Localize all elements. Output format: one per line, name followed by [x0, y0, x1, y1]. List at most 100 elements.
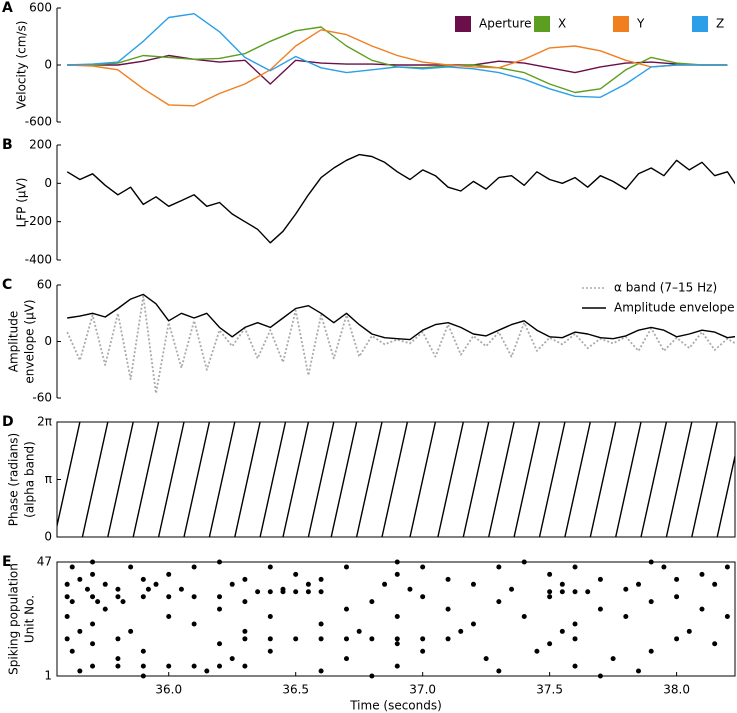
spike-dot — [64, 594, 70, 600]
spike-dot — [547, 594, 553, 600]
spike-dot — [610, 656, 616, 662]
spike-dot — [229, 656, 235, 662]
spike-dot — [661, 564, 667, 570]
spike-dot — [343, 606, 349, 612]
y-tick-label: 200 — [29, 138, 52, 152]
spike-dot — [572, 589, 578, 595]
spike-dot — [724, 564, 730, 570]
spike-dot — [191, 663, 197, 669]
spike-dot — [394, 663, 400, 669]
spike-dot — [547, 589, 553, 595]
legend-swatch — [455, 16, 471, 32]
spike-dot — [496, 668, 502, 674]
legend-label: Aperture — [479, 17, 532, 31]
plot-frame — [56, 561, 736, 677]
spike-dot — [95, 599, 101, 605]
spike-dot — [84, 586, 90, 592]
legend-swatch — [613, 16, 629, 32]
spike-dot — [699, 606, 705, 612]
spike-dot — [140, 576, 146, 582]
spike-dot — [145, 586, 151, 592]
spike-dot — [483, 656, 489, 662]
spike-dot — [597, 673, 603, 679]
spike-dot — [140, 673, 146, 679]
spike-dot — [318, 636, 324, 642]
spike-dot — [102, 606, 108, 612]
spike-dot — [90, 594, 96, 600]
spike-dot — [572, 564, 578, 570]
spike-dot — [521, 614, 527, 620]
spike-dot — [242, 628, 248, 634]
spike-dot — [90, 641, 96, 647]
spike-dot — [343, 656, 349, 662]
spike-dot — [420, 594, 426, 600]
spike-dot — [445, 576, 451, 582]
spike-dot — [128, 628, 134, 634]
spike-dot — [166, 663, 172, 669]
spike-dot — [90, 559, 96, 565]
spike-dot — [217, 606, 223, 612]
spike-dot — [534, 648, 540, 654]
spike-dot — [115, 586, 121, 592]
spike-dot — [394, 614, 400, 620]
spike-dot — [191, 594, 197, 600]
spike-dot — [293, 589, 299, 595]
spike-dot — [242, 663, 248, 669]
y-tick-label: 0 — [44, 176, 52, 190]
spike-dot — [636, 581, 642, 587]
y-tick-label: 0 — [44, 58, 52, 72]
data-line — [66, 153, 735, 244]
spike-dot — [115, 636, 121, 642]
data-line — [67, 293, 735, 341]
spike-dot — [547, 641, 553, 647]
spike-dot — [153, 581, 159, 587]
spike-dot — [280, 589, 286, 595]
spike-dot — [369, 636, 375, 642]
x-tick-label: 38.0 — [663, 683, 690, 697]
y-tick-label: 2π — [37, 415, 52, 429]
spike-dot — [458, 628, 464, 634]
spike-dot — [77, 668, 83, 674]
spike-dot — [559, 581, 565, 587]
panel-label: C — [2, 277, 12, 293]
spike-dot — [369, 599, 375, 605]
spike-dot — [69, 564, 75, 570]
panel-label: E — [2, 554, 12, 570]
spike-dot — [674, 594, 680, 600]
spike-dot — [382, 581, 388, 587]
spike-dot — [217, 641, 223, 647]
spike-dot — [90, 621, 96, 627]
plot-frame — [56, 421, 736, 538]
data-line — [67, 54, 728, 85]
spike-dot — [648, 559, 654, 565]
spike-dot — [166, 571, 172, 577]
spike-dot — [69, 648, 75, 654]
spike-dot — [699, 571, 705, 577]
spike-dot — [547, 571, 553, 577]
legend-label: X — [558, 17, 566, 31]
y-axis-label: envelope (μV) — [23, 299, 37, 383]
spike-dot — [64, 614, 70, 620]
spike-dot — [597, 606, 603, 612]
spike-dot — [420, 648, 426, 654]
spike-dot — [140, 594, 146, 600]
legend-swatch — [692, 16, 708, 32]
spike-dot — [369, 673, 375, 679]
x-tick-label: 37.5 — [536, 683, 563, 697]
spike-dot — [229, 581, 235, 587]
spike-dot — [318, 668, 324, 674]
spike-dot — [242, 576, 248, 582]
spike-dot — [509, 586, 515, 592]
spike-dot — [115, 594, 121, 600]
y-axis-label: LFP (μV) — [15, 178, 29, 228]
spike-dot — [115, 656, 121, 662]
panel-label: A — [2, 0, 13, 16]
spike-dot — [64, 636, 70, 642]
spike-dot — [623, 586, 629, 592]
data-line — [57, 421, 735, 538]
spike-dot — [343, 636, 349, 642]
panel-label: B — [2, 137, 13, 153]
spike-dot — [356, 628, 362, 634]
legend-label: Y — [636, 17, 645, 31]
spike-dot — [267, 648, 273, 654]
